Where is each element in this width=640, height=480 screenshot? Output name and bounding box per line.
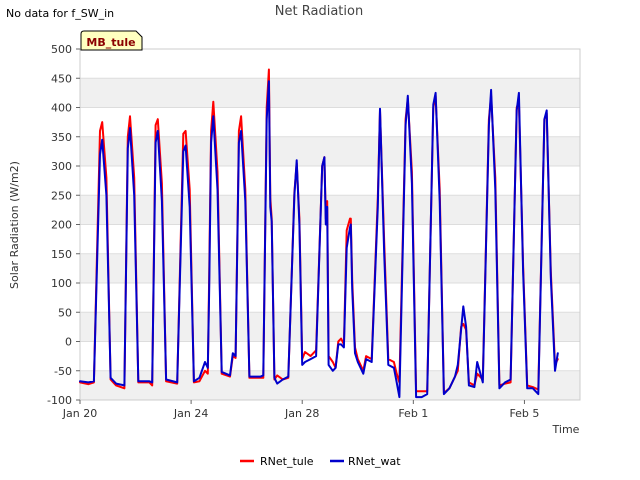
x-axis-label: Time: [552, 423, 580, 436]
y-tick-label: 250: [51, 189, 72, 202]
y-tick-label: -50: [54, 365, 72, 378]
x-tick-label: Jan 24: [173, 407, 208, 420]
band-300: [80, 136, 580, 166]
y-axis-ticks: -100 -50 0 50 100 150 200 250 300 350 400 450 500: [47, 43, 80, 407]
band-100: [80, 253, 580, 283]
y-tick-label: 150: [51, 248, 72, 261]
y-tick-label: 0: [65, 336, 72, 349]
y-tick-label: 500: [51, 43, 72, 56]
y-tick-label: 300: [51, 160, 72, 173]
y-tick-label: 450: [51, 72, 72, 85]
site-badge-label: MB_tule: [86, 36, 135, 49]
band--100: [80, 370, 580, 400]
y-tick-label: 50: [58, 306, 72, 319]
site-badge-box: [80, 30, 143, 51]
series-lines: [79, 68, 559, 399]
y-tick-label: 350: [51, 131, 72, 144]
x-tick-label: Feb 1: [398, 407, 428, 420]
y-tick-label: 100: [51, 277, 72, 290]
x-tick-label: Feb 5: [509, 407, 539, 420]
x-tick-label: Jan 28: [284, 407, 319, 420]
legend: RNet_tule RNet_wat: [240, 455, 401, 468]
band-0: [80, 312, 580, 342]
band-400: [80, 78, 580, 108]
y-tick-label: 400: [51, 102, 72, 115]
site-badge: MB_tule: [80, 30, 143, 51]
series-line-rnet-wat: [79, 80, 559, 399]
legend-label-rnet-tule: RNet_tule: [260, 455, 314, 468]
y-axis-label: Solar Radiation (W/m2): [8, 161, 21, 289]
x-axis-ticks: Jan 20 Jan 24 Jan 28 Feb 1 Feb 5: [62, 400, 539, 420]
x-tick-label: Jan 20: [62, 407, 97, 420]
no-data-message: No data for f_SW_in: [6, 7, 115, 20]
chart-title: Net Radiation: [275, 4, 363, 19]
y-tick-label: 200: [51, 219, 72, 232]
legend-label-rnet-wat: RNet_wat: [348, 455, 401, 468]
y-tick-label: -100: [47, 394, 72, 407]
